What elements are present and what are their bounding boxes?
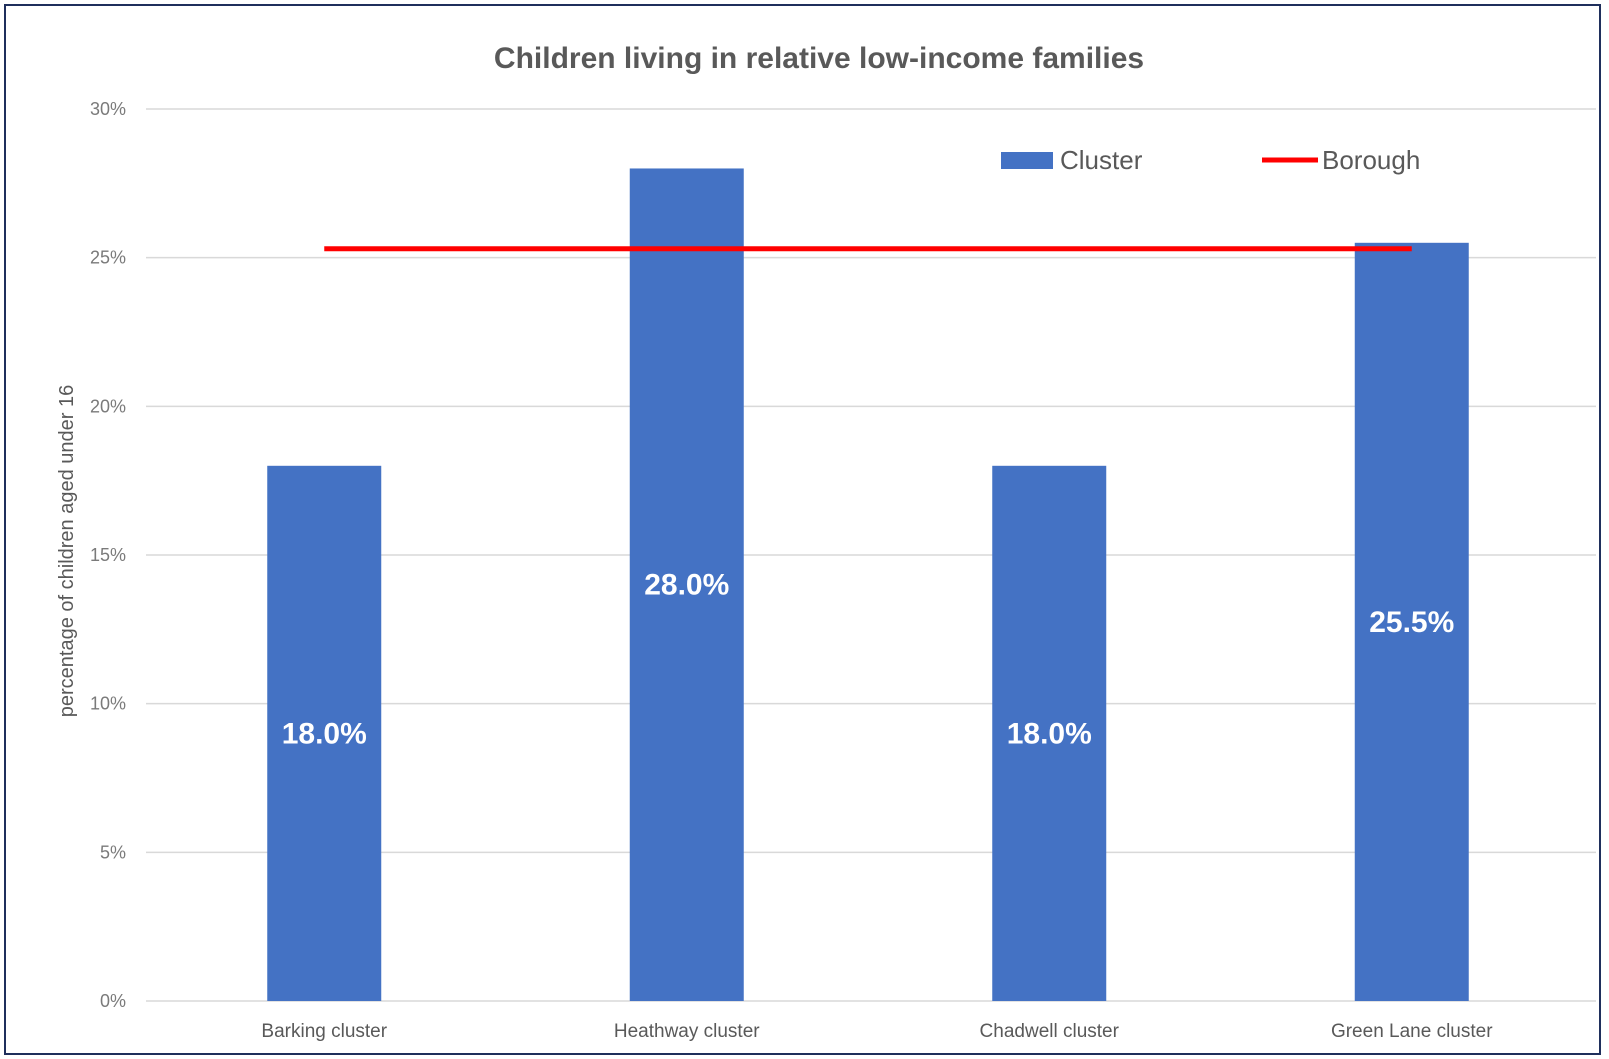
gridlines [146,108,1596,1002]
y-tick-label: 10% [90,694,126,714]
y-tick-label: 30% [90,99,126,119]
data-label: 25.5% [1369,606,1454,639]
legend-label-borough: Borough [1322,145,1420,175]
bars [267,168,1469,1002]
bar [1354,242,1469,1002]
chart-frame: Children living in relative low-income f… [4,4,1601,1055]
y-tick-label: 20% [90,396,126,416]
legend: Cluster Borough [1001,145,1420,175]
bar [629,168,744,1001]
legend-swatch-cluster [1001,152,1053,169]
bar [267,465,382,1001]
x-tick-label: Barking cluster [261,1021,387,1042]
x-tick-label: Green Lane cluster [1331,1021,1493,1042]
y-tick-label: 0% [100,991,126,1011]
y-axis-ticks: 0% 5% 10% 15% 20% 25% 30% [90,99,126,1011]
x-tick-label: Heathway cluster [614,1021,760,1042]
data-label: 28.0% [644,569,729,602]
data-label: 18.0% [282,717,367,750]
bar [992,465,1107,1001]
x-axis-ticks: Barking cluster Heathway cluster Chadwell … [261,1021,1493,1042]
y-tick-label: 25% [90,248,126,268]
y-tick-label: 5% [100,842,126,862]
data-label: 18.0% [1007,717,1092,750]
chart-title: Children living in relative low-income f… [494,42,1144,75]
y-tick-label: 15% [90,545,126,565]
chart: Children living in relative low-income f… [56,42,1596,1042]
y-axis-label: percentage of children aged under 16 [56,385,78,717]
legend-label-cluster: Cluster [1060,145,1143,175]
x-tick-label: Chadwell cluster [980,1021,1120,1042]
data-labels: 18.0% 28.0% 18.0% 25.5% [282,569,1455,751]
